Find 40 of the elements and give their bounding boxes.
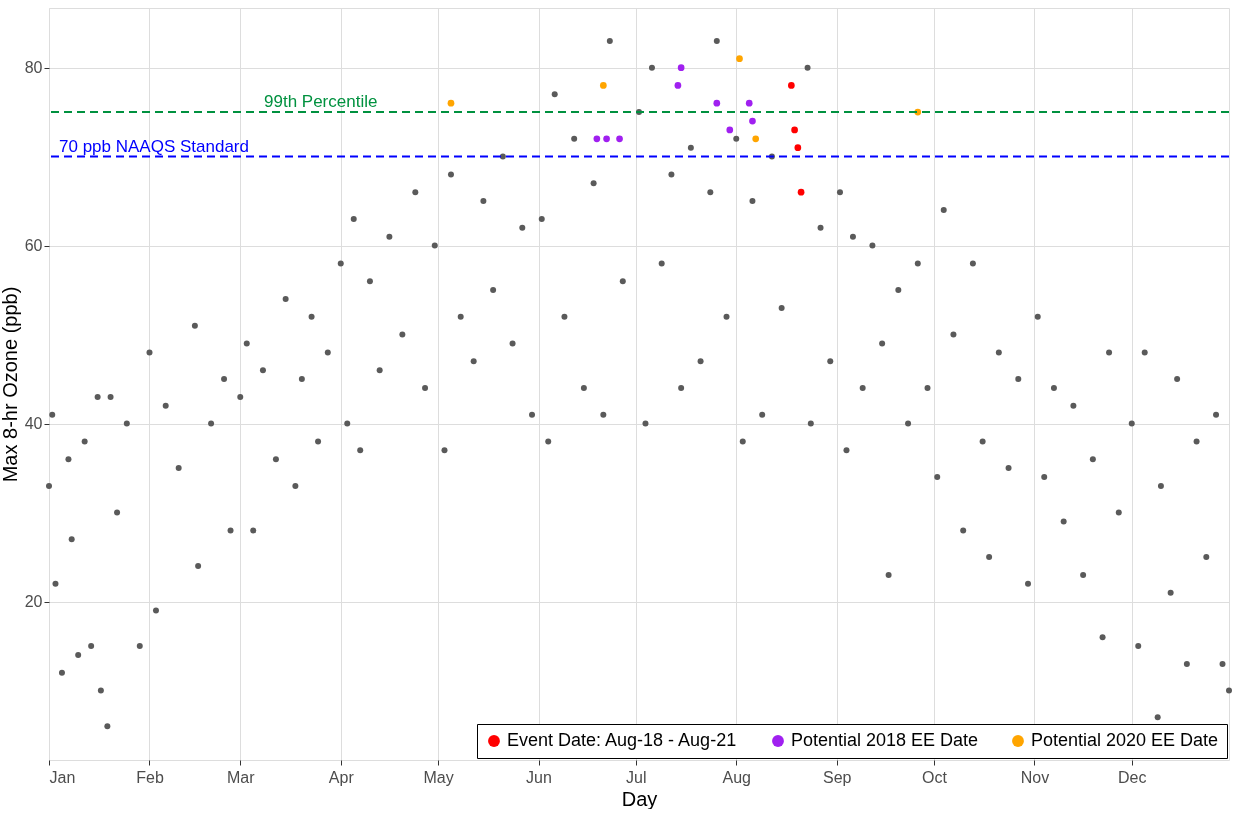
y-tick-label: 20 [24,593,43,611]
x-axis-title: Day [621,787,658,810]
point [745,99,753,107]
point [603,135,610,143]
x-tick-label: Feb [136,768,164,786]
point [593,135,601,143]
point [791,126,798,134]
point [713,99,721,107]
x-tick-label: May [423,768,454,786]
legend-label: Potential 2018 EE Date [791,730,979,750]
point [447,99,455,107]
point [736,55,743,63]
x-tick-label: Sep [823,768,852,786]
point [797,188,805,196]
x-tick-label: Apr [328,768,355,786]
point [749,117,756,125]
legend-label: Event Date: Aug-18 - Aug-21 [507,730,737,750]
point [788,82,795,89]
x-tick-label: Nov [1020,768,1050,786]
point [752,135,760,143]
x-tick-label: Aug [722,768,751,786]
point [677,64,685,71]
ref-line-label: 70 ppb NAAQS Standard [59,136,249,156]
point [794,144,802,152]
x-tick-label: Mar [226,768,256,786]
point [674,82,682,89]
y-axis-title: Max 8-hr Ozone (ppb) [0,286,21,483]
x-tick-label: Jan [49,768,76,786]
point [616,135,623,143]
y-tick-label: 40 [24,415,43,433]
ref-line-label: 99th Percentile [264,92,378,112]
point [599,82,607,89]
y-tick-label: 60 [24,237,43,255]
legend-label: Potential 2020 EE Date [1031,730,1219,750]
x-tick-label: Jul [626,768,647,786]
x-tick-label: Oct [922,768,948,786]
x-tick-label: Dec [1118,768,1147,786]
y-tick-label: 80 [24,59,43,77]
point [726,126,734,134]
x-tick-label: Jun [526,768,552,786]
